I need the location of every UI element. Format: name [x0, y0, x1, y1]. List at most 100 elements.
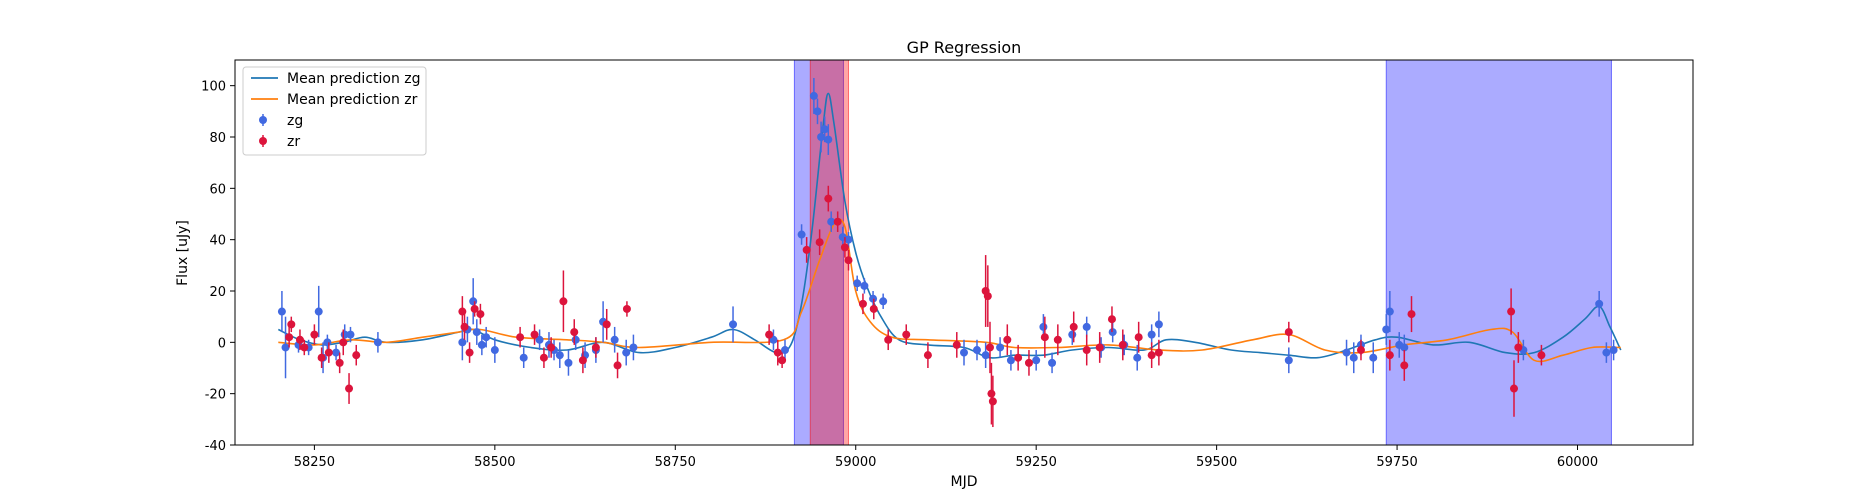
zg-marker [564, 358, 573, 367]
zg-marker [610, 335, 619, 344]
zr-marker [460, 322, 469, 331]
zr-point [923, 342, 932, 368]
zr-marker [559, 297, 568, 306]
zr-point [1003, 324, 1012, 356]
zg-point [564, 350, 573, 376]
y-tick-label: 20 [209, 285, 226, 300]
legend-marker-zr [259, 137, 267, 145]
zr-point [324, 342, 333, 363]
zr-marker [1003, 335, 1012, 344]
zg-point [824, 124, 833, 155]
zr-point [778, 352, 787, 368]
zr-point [310, 324, 319, 345]
zg-point [1284, 347, 1293, 374]
zg-point [1006, 350, 1015, 371]
zg-point [610, 326, 619, 353]
zr-marker [602, 320, 611, 329]
zg-point [1369, 342, 1378, 374]
zg-point [1385, 291, 1394, 333]
zr-point [824, 185, 833, 212]
zr-point [1507, 288, 1516, 335]
zr-point [460, 314, 469, 340]
zr-marker [295, 335, 304, 344]
zg-point [1147, 324, 1156, 345]
zr-point [285, 326, 294, 348]
zg-marker [824, 135, 833, 144]
zr-point [559, 270, 568, 333]
zr-marker [1385, 351, 1394, 360]
zg-point [1082, 316, 1091, 338]
zg-marker [1400, 343, 1409, 352]
zg-marker [817, 133, 826, 141]
zg-marker [1006, 356, 1015, 365]
zr-marker [1107, 315, 1116, 324]
zr-marker [952, 340, 961, 349]
zr-marker [578, 356, 587, 365]
zr-marker [987, 389, 996, 398]
zg-marker [853, 279, 862, 288]
zr-marker [778, 356, 787, 365]
zg-marker [281, 343, 290, 352]
zr-point [765, 324, 774, 345]
zr-point [988, 375, 997, 428]
zr-marker [287, 320, 296, 329]
zg-point [555, 342, 564, 368]
zr-marker [1082, 346, 1091, 355]
x-tick-label: 58750 [655, 455, 696, 470]
shaded-region-blue-2 [1385, 60, 1612, 445]
zg-marker [490, 346, 499, 355]
zg-marker [729, 320, 738, 329]
zr-point [884, 329, 893, 351]
y-tick-label: 60 [209, 182, 226, 197]
zg-point [490, 337, 499, 363]
zg-point [1048, 352, 1057, 374]
legend-label-mean-zg: Mean prediction zg [287, 71, 421, 87]
zr-point [516, 326, 525, 348]
zr-marker [1040, 333, 1049, 342]
x-axis-label: MJD [951, 474, 978, 490]
zr-marker [516, 333, 525, 342]
zr-point [1118, 329, 1127, 361]
zr-marker [884, 335, 893, 344]
zr-marker [815, 238, 824, 247]
zr-point [1095, 332, 1104, 363]
zg-marker [458, 338, 467, 347]
zg-point [827, 211, 836, 232]
zr-marker [476, 310, 485, 319]
zg-marker [314, 307, 323, 316]
zg-point [996, 337, 1005, 358]
zg-point [1154, 311, 1163, 338]
zg-point [535, 329, 544, 351]
zr-point [1284, 321, 1293, 343]
zg-point [797, 224, 806, 245]
zr-point [840, 237, 849, 258]
zg-point [346, 326, 355, 343]
zg-marker [981, 351, 990, 360]
zg-point [277, 291, 286, 333]
zg-marker [827, 217, 836, 226]
zg-point [458, 324, 467, 361]
zg-point [519, 347, 528, 368]
zg-marker [860, 281, 869, 290]
zr-point [773, 339, 782, 366]
zr-marker [285, 333, 294, 342]
zg-point [813, 98, 822, 125]
zr-marker [923, 351, 932, 360]
zr-point [802, 237, 811, 263]
zr-marker [1014, 353, 1023, 362]
x-tick-label: 58500 [474, 455, 515, 470]
zg-point [809, 77, 818, 114]
zg-point [879, 293, 888, 309]
zg-point [780, 339, 789, 361]
zr-point [476, 303, 485, 325]
zg-marker [879, 297, 888, 306]
zr-point [1014, 344, 1023, 371]
zr-point [295, 329, 304, 351]
zr-point [1385, 339, 1394, 371]
zg-marker [1039, 322, 1048, 331]
y-tick-label: -20 [205, 388, 226, 403]
zr-point [1514, 332, 1523, 363]
zg-point [729, 306, 738, 343]
zr-point [1024, 350, 1033, 376]
zr-marker [1509, 384, 1518, 393]
